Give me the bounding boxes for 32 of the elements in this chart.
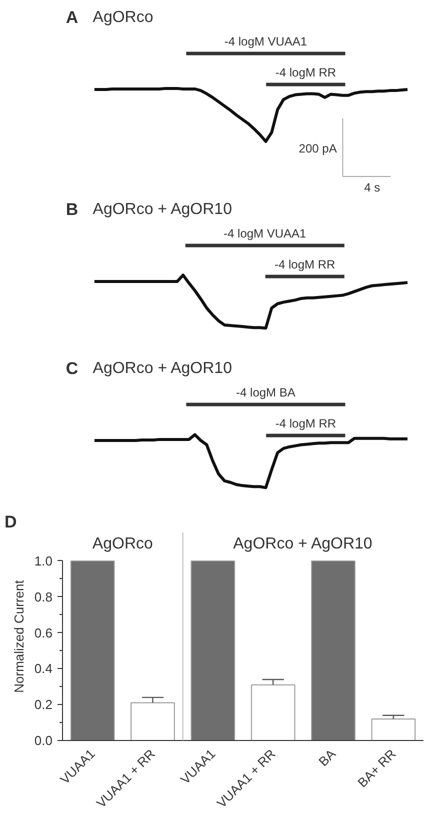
text: AgORco <box>92 535 154 552</box>
chart-subtitle: AgORco + AgOR10 <box>92 201 232 218</box>
bar <box>311 560 356 740</box>
x-tick-label: BA+ RR <box>354 746 399 790</box>
text: 200 pA <box>298 142 337 156</box>
y-tick-label: 0.0 <box>34 733 53 748</box>
y-tick-label: 1.0 <box>34 553 53 568</box>
text: -4 logM RR <box>274 258 336 272</box>
bar <box>250 684 296 740</box>
y-tick-label: 0.4 <box>34 661 53 676</box>
text: 4 s <box>364 180 380 194</box>
text: -4 logM RR <box>275 416 336 430</box>
y-tick-label: 0.2 <box>34 697 53 712</box>
y-tick-label: 0.8 <box>34 589 53 604</box>
y-axis-title: Normalized Current <box>11 580 26 693</box>
text: -4 logM VUAA1 <box>224 34 308 48</box>
chart-title: C <box>66 359 78 378</box>
text: -4 logM RR <box>275 66 336 80</box>
bar <box>70 560 115 740</box>
chart-title: A <box>66 8 78 27</box>
bar <box>371 718 416 740</box>
chart-title: B <box>66 200 78 219</box>
text: -4 logM BA <box>236 386 296 400</box>
text: AgORco + AgOR10 <box>233 535 372 552</box>
text: -4 logM VUAA1 <box>224 226 307 240</box>
bar <box>190 560 236 740</box>
x-tick-label: BA <box>316 746 339 770</box>
y-tick-label: 0.6 <box>34 625 53 640</box>
chart-subtitle: AgORco + AgOR10 <box>92 360 232 377</box>
bar <box>130 702 175 740</box>
chart-subtitle: AgORco <box>92 9 154 26</box>
chart-title: D <box>4 512 17 532</box>
